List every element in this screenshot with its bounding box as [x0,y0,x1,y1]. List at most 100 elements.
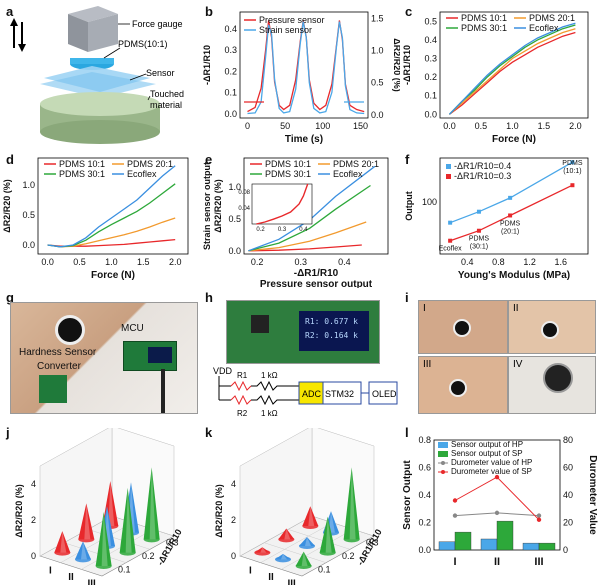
x-category-label: III [87,579,96,585]
y-tick-label: 0.0 [418,545,431,555]
durometer-point [494,474,500,480]
cone-highlight [81,541,87,560]
y-right-tick-label: 60 [563,463,573,473]
resistor-r2 [230,394,252,406]
y-axis-label-2: ΔR2/R20 (%) [213,179,223,232]
cone-base [119,549,136,556]
mcu-oled [148,347,172,363]
cone [119,487,136,553]
label-force-gauge: Force gauge [132,19,183,29]
series-line-1 [47,217,176,248]
y-tick-label: 0.1 [318,564,331,574]
legend-label: Durometer value of SP [451,467,532,476]
point-label: (20:1) [501,228,519,235]
photo-label-2: II [513,303,519,314]
panel-label-b: b [205,4,213,19]
x-axis-label: Time (s) [285,134,323,145]
cone-highlight [108,481,115,526]
resistor-r1 [230,380,252,392]
grid-line [63,542,127,563]
bar [538,542,556,551]
force-gauge-block [68,6,118,52]
y-tick-label: 0.4 [418,490,431,500]
x-category-label: II [494,556,500,568]
series-line-0 [449,31,576,115]
cone-base [319,549,336,556]
x-category-label: III [287,579,296,585]
cone-highlight [349,467,356,540]
x-tick-label: 0.0 [443,121,456,131]
legend-label: Durometer value of HP [451,458,532,467]
panel-h-circuit: VDD R1 R2 1 kΩ 1 kΩ ADC STM32 OLED [213,366,398,418]
panel-i-photo-3: III [418,356,508,414]
label-sensor: Sensor [146,68,175,78]
x-category-label: I [453,556,456,568]
chart-f: 0.4 0.8 1.2 1.6 100 Young's Modulus (MPa) Outp… [404,157,589,281]
converter-board [39,375,67,403]
y-tick-label: 1.0 [22,180,35,190]
legend-label: Pressure sensor [259,15,325,25]
x-tick-label: 0.0 [41,257,54,267]
y-tick-label: 0.6 [418,463,431,473]
inset-y-tick-label: 0.04 [238,206,250,212]
y-tick-label: 0.2 [224,66,237,76]
grid-line [87,529,151,550]
legend-label: PDMS 20:1 [529,13,575,23]
y-tick-label: 1.0 [228,182,241,192]
grid-line [263,542,327,563]
legend-label: Ecoflex [127,169,157,179]
panel-i-photo-4: IV [508,356,596,414]
panel-label-l: l [405,425,409,440]
point-label: PDMS [500,220,521,227]
y-axis-label: Strain sensor output [202,162,212,250]
y-right-tick-label: 80 [563,435,573,445]
x-tick-label: 0.4 [338,257,351,267]
label-pdms: PDMS(10:1) [118,39,168,49]
legend-swatch [446,164,451,169]
series-line-2 [448,24,576,115]
series-line-1 [449,184,573,242]
legend-label: Sensor output of HP [451,440,523,449]
y-axis-label: -ΔR1/R10 [402,45,412,85]
label-touched: Touched [150,89,184,99]
y-right-tick-label: 0 [563,545,568,555]
bar [454,531,472,551]
y-right-tick-label: 20 [563,518,573,528]
x-tick-label: 0.2 [251,257,264,267]
oled-block [368,381,398,405]
x-tick-label: 2.0 [169,257,182,267]
point-label: (30:1) [470,244,488,251]
legend-label: Ecoflex [333,169,363,179]
x-tick-label: 2.0 [569,121,582,131]
data-point [448,238,453,243]
cone-highlight [308,506,315,526]
legend-label: PDMS 30:1 [265,169,311,179]
oled-line-r2: R2: 0.164 k [305,331,358,340]
arrow-updown-icon [10,18,26,52]
cone [54,531,71,553]
plot-frame [439,11,589,119]
circuit-vdd: VDD [213,366,233,376]
photo-label-1: I [423,303,426,314]
point-label: PDMS [469,236,490,243]
x-tick-label: 50 [280,121,290,131]
y-tick-label: 0.2 [142,551,155,561]
z-tick-label: 0 [31,551,36,561]
panel-label-g: g [6,290,14,305]
y-axis-label: -ΔR1/R10 [202,45,212,85]
legend-label: PDMS 30:1 [461,23,507,33]
circuit-r2: R2 [237,409,248,418]
sensor-device [541,321,559,339]
x-tick-label: 1.2 [523,257,536,267]
x-tick-label: 0.3 [294,257,307,267]
y-tick-label: 0.2 [342,551,355,561]
inset-series-line [256,183,309,225]
legend-label: PDMS 20:1 [127,159,173,169]
inset-x-tick-label: 0.4 [299,227,308,233]
legend-label: Ecoflex [529,23,559,33]
series-line-1 [247,21,365,115]
data-point [448,220,453,225]
y-tick-label: 0.8 [418,435,431,445]
oled-line-r1: R1: 0.677 k [305,317,358,326]
data-point [508,213,513,218]
